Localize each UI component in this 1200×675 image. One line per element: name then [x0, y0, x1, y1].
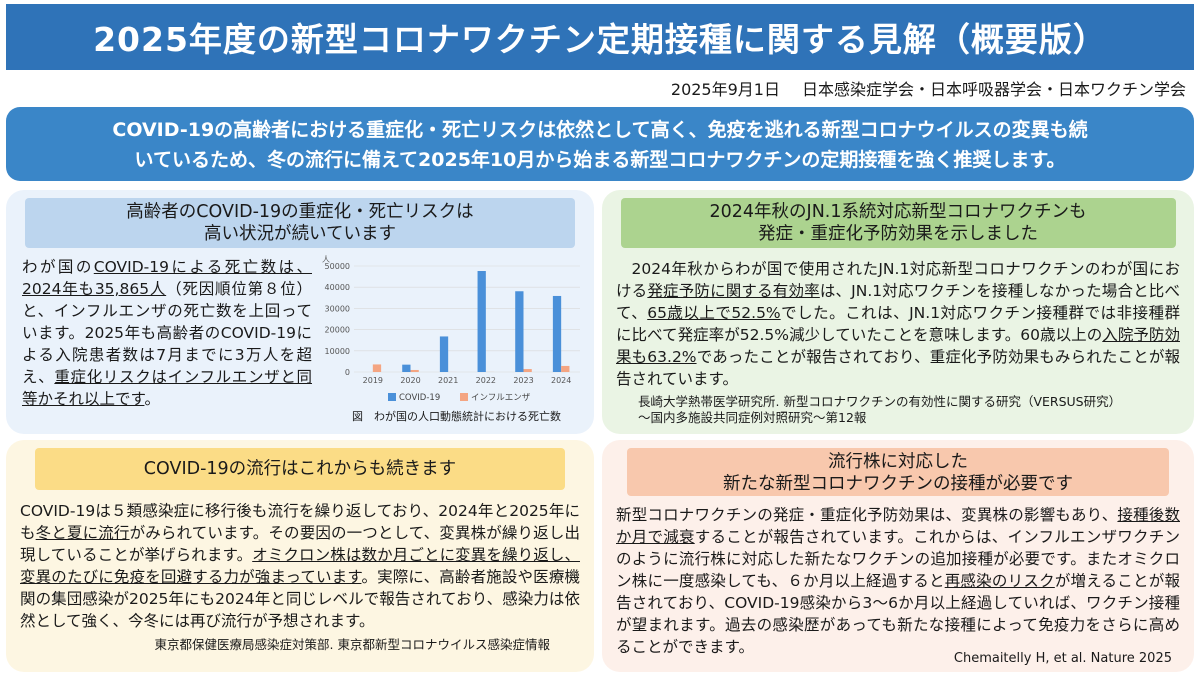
panel-epidemic-continues: COVID-19の流行はこれからも続きます COVID-19は５類感染症に移行後…	[6, 440, 594, 672]
underlined-severity-risk: 重症化リスクはインフルエンザと同等かそれ以上です	[22, 368, 312, 408]
panel-effectiveness-heading: 2024年秋のJN.1系統対応新型コロナワクチンも 発症・重症化予防効果を示しま…	[620, 198, 1176, 248]
text-segment: することが報告されています。これからは、インフルエンザワクチンのように流行株に対…	[616, 528, 1180, 590]
y-tick-label: 40000	[325, 283, 350, 292]
underlined-efficacy: 発症予防に関する有効率	[647, 282, 820, 300]
y-tick-label: 0	[345, 368, 350, 377]
panel-new-vaccine-heading-line-1: 流行株に対応した	[828, 452, 968, 472]
legend-label: COVID-19	[399, 393, 440, 403]
lead-line-1: COVID-19の高齢者における重症化・死亡リスクは依然として高く、免疫を逃れる…	[112, 119, 1088, 141]
text-segment: 。実際に、高齢者施設や医療機関の集団感染が2025年にも2024年と同じレベルで…	[20, 568, 580, 630]
x-tick-label: 2023	[513, 376, 533, 385]
panel-new-vaccine-heading-line-2: 新たな新型コロナワクチンの接種が必要です	[723, 474, 1073, 494]
bar-covid19	[552, 295, 562, 372]
panel-epidemic-heading: COVID-19の流行はこれからも続きます	[35, 448, 565, 490]
panel-effectiveness-heading-line-2: 発症・重症化予防効果を示しました	[758, 224, 1038, 244]
legend-label: インフルエンザ	[471, 393, 531, 403]
underlined-65-plus: 65歳以上で52.5%	[647, 304, 781, 322]
text-segment: 新型コロナワクチンの発症・重症化予防効果は、変異株の影響もあり、	[616, 506, 1118, 524]
panel-mortality-heading: 高齢者のCOVID-19の重症化・死亡リスクは 高い状況が続いています	[25, 198, 575, 248]
underlined-reinfection: 再感染のリスク	[944, 572, 1055, 590]
panel-effectiveness-reference: 長崎大学熱帯医学研究所. 新型コロナワクチンの有効性に関する研究（VERSUS研…	[616, 394, 1180, 426]
underlined-waning: 接種後数か月で減衰	[616, 506, 1180, 546]
bar-influenza	[523, 369, 532, 372]
panel-mortality-risk: 高齢者のCOVID-19の重症化・死亡リスクは 高い状況が続いています わが国の…	[6, 190, 594, 434]
panel-new-vaccine-text: 新型コロナワクチンの発症・重症化予防効果は、変異株の影響もあり、接種後数か月で減…	[616, 504, 1180, 658]
x-tick-label: 2022	[476, 376, 496, 385]
panel-new-vaccine-needed: 流行株に対応した 新たな新型コロナワクチンの接種が必要です 新型コロナワクチンの…	[602, 440, 1194, 672]
date-and-organizations: 2025年9月1日 日本感染症学会・日本呼吸器学会・日本ワクチン学会	[671, 76, 1186, 100]
y-tick-label: 30000	[325, 304, 350, 313]
page-title: 2025年度の新型コロナワクチン定期接種に関する見解（概要版）	[93, 20, 1107, 59]
y-tick-label: 10000	[325, 347, 350, 356]
panel-new-vaccine-reference: Chemaitelly H, et al. Nature 2025	[953, 651, 1172, 666]
bar-influenza	[410, 369, 419, 372]
text-segment: であったことが報告されており、重症化予防効果もみられたことが報告されています。	[616, 348, 1180, 388]
underlined-winter-summer: 冬と夏に流行	[35, 524, 130, 542]
text-segment: は、JN.1対応ワクチンを接種しなかった場合と比べて、	[616, 282, 1180, 322]
death-count-chart-svg: 人 0 10000 20000 30000 40000 50000 2019 2020 2021 2…	[322, 255, 580, 403]
bar-covid19	[402, 364, 411, 372]
y-tick-label: 20000	[325, 326, 350, 335]
underlined-hospitalization: 入院予防効果も63.2%	[616, 326, 1180, 366]
panel-effectiveness-heading-line-1: 2024年秋のJN.1系統対応新型コロナワクチンも	[709, 202, 1087, 222]
bar-influenza	[561, 365, 570, 372]
panel-vaccine-effectiveness: 2024年秋のJN.1系統対応新型コロナワクチンも 発症・重症化予防効果を示しま…	[602, 190, 1194, 434]
bar-influenza	[372, 364, 382, 372]
text-segment: が増えることが報告されており、COVID-19感染から3〜6か月以上経過していれ…	[616, 572, 1180, 656]
text-segment: （死因順位第８位）と、インフルエンザの死亡数を上回っています。2025年も高齢者…	[22, 280, 312, 386]
panel-mortality-text: わが国のCOVID-19による死亡数は、2024年も35,865人（死因順位第８…	[22, 256, 312, 410]
publication-date: 2025年9月1日	[670, 80, 780, 99]
reference-line-1: 長崎大学熱帯医学研究所. 新型コロナワクチンの有効性に関する研究（VERSUS研…	[638, 394, 1122, 409]
text-segment: 2024年秋からわが国で使用されたJN.1対応新型コロナワクチンのわが国における	[616, 260, 1180, 300]
bar-covid19	[515, 291, 524, 372]
legend-swatch	[388, 393, 396, 401]
x-tick-label: 2024	[551, 376, 571, 385]
x-tick-label: 2020	[400, 376, 420, 385]
bar-covid19	[439, 336, 449, 372]
panel-mortality-heading-line-2: 高い状況が続いています	[204, 224, 396, 244]
chart-caption: 図 わが国の人口動態統計における死亡数	[352, 410, 561, 423]
death-count-chart: 人 0 10000 20000 30000 40000 50000 2019 2020 2021 2…	[318, 252, 588, 424]
y-axis-unit-label: 人	[322, 255, 330, 264]
lead-statement: COVID-19の高齢者における重症化・死亡リスクは依然として高く、免疫を逃れる…	[6, 107, 1194, 181]
panel-effectiveness-text: 2024年秋からわが国で使用されたJN.1対応新型コロナワクチンのわが国における…	[616, 258, 1180, 390]
bar-covid19	[477, 271, 486, 372]
underlined-death-count: COVID-19による死亡数は、2024年も35,865人	[22, 258, 312, 298]
legend-swatch	[460, 393, 468, 401]
y-tick-label: 50000	[325, 262, 350, 271]
text-segment: わが国の	[22, 258, 94, 276]
underlined-omicron: オミクロン株は数か月ごとに変異を繰り返し、変異のたびに免疫を回避する力が強まって…	[20, 546, 580, 586]
organizations: 日本感染症学会・日本呼吸器学会・日本ワクチン学会	[801, 80, 1186, 99]
x-tick-label: 2021	[438, 376, 458, 385]
text-segment: がみられています。その要因の一つとして、変異株が繰り返し出現していることが挙げら…	[20, 524, 580, 564]
reference-line-2: 〜国内多施設共同症例対照研究〜第12報	[638, 410, 867, 425]
lead-line-2: いているため、冬の流行に備えて2025年10月から始まる新型コロナワクチンの定期…	[134, 149, 1066, 171]
text-segment: でした。これは、JN.1対応ワクチン接種群では非接種群に比べて発症率が52.5%…	[616, 304, 1180, 344]
panel-mortality-heading-line-1: 高齢者のCOVID-19の重症化・死亡リスクは	[126, 202, 474, 222]
x-tick-label: 2019	[363, 376, 383, 385]
panel-new-vaccine-heading: 流行株に対応した 新たな新型コロナワクチンの接種が必要です	[627, 448, 1169, 496]
text-segment: COVID-19は５類感染症に移行後も流行を繰り返しており、2024年と2025…	[20, 502, 580, 542]
title-banner: 2025年度の新型コロナワクチン定期接種に関する見解（概要版）	[6, 4, 1194, 70]
text-segment: 。	[144, 390, 160, 408]
panel-epidemic-reference: 東京都保健医療局感染症対策部. 東京都新型コロナウイルス感染症情報	[154, 637, 550, 652]
panel-epidemic-text: COVID-19は５類感染症に移行後も流行を繰り返しており、2024年と2025…	[20, 500, 580, 632]
